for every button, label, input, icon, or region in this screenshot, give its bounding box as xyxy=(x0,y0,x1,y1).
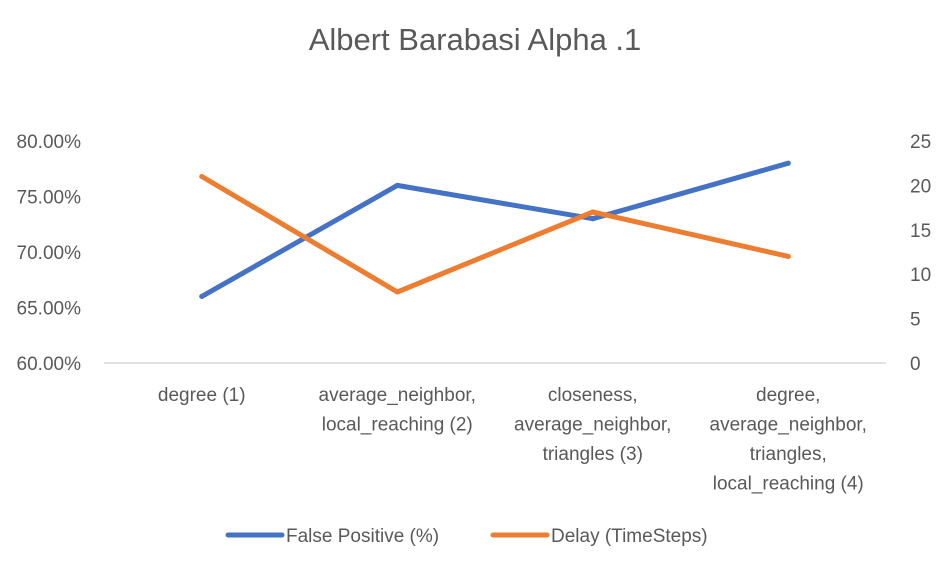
right-tick-label: 10 xyxy=(910,265,931,286)
right-tick-label: 0 xyxy=(910,354,921,375)
series-line xyxy=(199,174,791,295)
left-axis: 60.00% 65.00% 70.00% 75.00% 80.00% xyxy=(17,132,82,375)
left-tick-label: 75.00% xyxy=(17,188,82,209)
left-tick-label: 80.00% xyxy=(17,132,82,153)
x-tick-label: degree, average_neighbor, triangles, local_… xyxy=(710,385,867,495)
chart-title: Albert Barabasi Alpha .1 xyxy=(308,22,642,57)
series-group xyxy=(199,160,791,299)
data-point xyxy=(199,293,205,299)
left-tick-label: 65.00% xyxy=(17,299,82,320)
data-point xyxy=(394,182,400,188)
data-point xyxy=(785,253,791,259)
right-axis: 0 5 10 15 20 25 xyxy=(910,132,931,375)
data-point xyxy=(590,209,596,215)
x-tick-label: degree (1) xyxy=(158,385,246,406)
right-tick-label: 15 xyxy=(910,221,931,242)
legend: False Positive (%) Delay (TimeSteps) xyxy=(225,526,708,547)
data-point xyxy=(590,216,596,222)
left-tick-label: 60.00% xyxy=(17,354,82,375)
data-point xyxy=(394,289,400,295)
right-tick-label: 5 xyxy=(910,310,921,331)
data-point xyxy=(785,160,791,166)
x-axis: degree (1) average_neighbor, local_reachin… xyxy=(158,385,867,495)
data-point xyxy=(199,174,205,180)
x-tick-label: average_neighbor, local_reaching (2) xyxy=(319,385,476,436)
legend-label: Delay (TimeSteps) xyxy=(551,526,708,547)
right-tick-label: 25 xyxy=(910,132,931,153)
left-tick-label: 70.00% xyxy=(17,243,82,264)
series-line xyxy=(199,160,791,299)
right-tick-label: 20 xyxy=(910,176,931,197)
legend-label: False Positive (%) xyxy=(286,526,439,547)
x-tick-label: closeness, average_neighbor, triangles (3) xyxy=(514,385,671,465)
